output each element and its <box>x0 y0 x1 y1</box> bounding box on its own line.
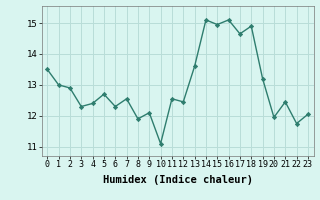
X-axis label: Humidex (Indice chaleur): Humidex (Indice chaleur) <box>103 175 252 185</box>
